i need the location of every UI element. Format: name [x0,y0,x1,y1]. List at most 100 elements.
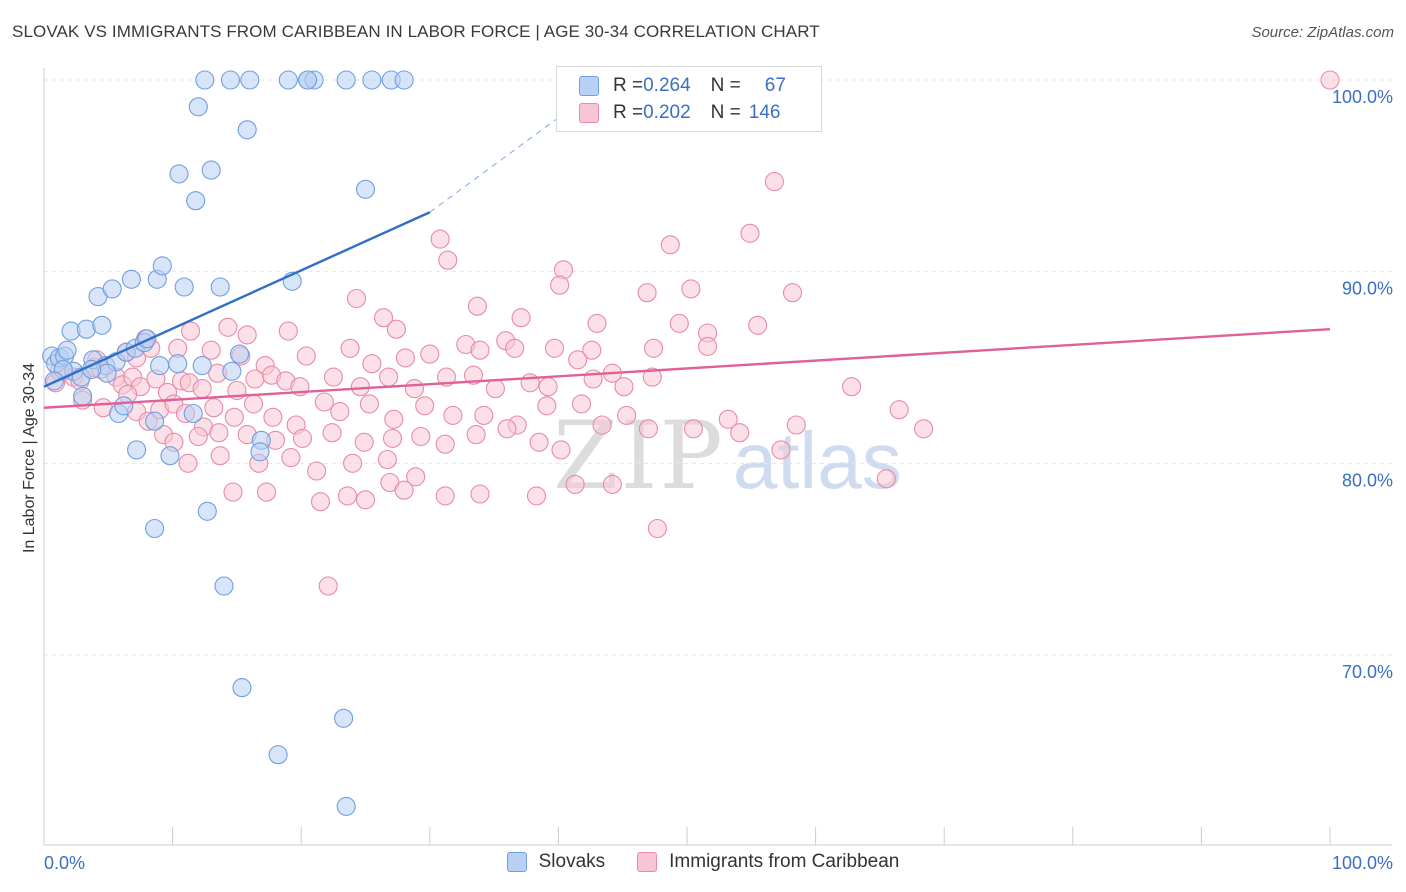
caribbean-point [782,283,803,303]
caribbean-point [406,467,426,487]
caribbean-point [470,340,490,360]
caribbean-point [463,365,484,385]
x-tick-label-0: 0.0% [44,853,85,873]
caribbean-point [571,394,592,414]
caribbean-point [436,367,457,387]
legend-label-caribbean: Immigrants from Caribbean [669,851,900,872]
caribbean-point [748,315,768,335]
caribbean-point [876,469,896,489]
n-value: 146 [748,102,781,123]
caribbean-point [322,423,342,443]
slovak-point [152,256,172,276]
legend-item-caribbean[interactable]: Immigrants from Caribbean [637,851,899,873]
caribbean-point [1320,70,1340,90]
caribbean-point [771,440,791,460]
stats-row-slovaks: R = 0.264 N = 67 [579,73,786,99]
caribbean-point [245,369,265,389]
slovak-point [121,269,141,289]
caribbean-point [263,407,283,427]
slovak-trend-line [43,211,431,388]
slovak-point [362,70,382,90]
caribbean-point [647,518,667,539]
caribbean-point [644,338,664,358]
caribbean-point [529,432,549,452]
caribbean-point [550,275,570,295]
caribbean-point [209,423,229,443]
caribbean-point [587,313,607,333]
slovak-point [394,70,414,90]
swatch-slovaks [579,76,599,96]
caribbean-point [544,338,565,358]
chart-title: SLOVAK VS IMMIGRANTS FROM CARIBBEAN IN L… [12,22,820,41]
caribbean-point [485,379,505,399]
caribbean-point [467,296,487,316]
y-axis-label: In Labor Force | Age 30-34 [21,362,38,554]
legend-swatch-caribbean [637,852,658,872]
caribbean-point [318,576,338,596]
slovak-point [336,796,356,816]
caribbean-point [281,448,301,468]
slovak-point [240,70,260,90]
caribbean-point [359,394,379,414]
r-label: R = [613,102,644,123]
slovak-point [145,518,165,539]
slovak-point [336,70,356,90]
caribbean-point [474,405,494,425]
slovak-point [278,70,298,90]
y-tick-label-70: 70.0% [1342,662,1393,682]
caribbean-point [210,446,230,466]
r-label: R = [613,75,644,96]
caribbean-point [223,482,243,502]
legend-item-slovaks[interactable]: Slovaks [506,851,606,873]
caribbean-point [592,415,612,435]
slovak-point [188,97,208,117]
slovak-point [169,164,189,184]
caribbean-point [337,486,358,506]
caribbean-point [343,453,363,473]
slovak-point [232,678,252,698]
caribbean-point [497,419,517,439]
caribbean-point [377,449,397,470]
caribbean-point [330,402,350,422]
slovak-point [102,279,122,299]
caribbean-point [296,346,316,366]
legend-swatch-slovaks [506,852,527,872]
caribbean-point [224,407,244,427]
series-legend: Slovaks Immigrants from Caribbean [0,851,1406,873]
caribbean-point [889,400,909,420]
caribbean-point [443,405,463,425]
slovak-point [334,708,354,728]
slovak-point [186,191,206,211]
slovak-point [174,277,194,297]
slovak-point [268,745,288,765]
caribbean-point [614,377,634,397]
slovak-point [220,70,241,90]
slovak-point [229,344,250,364]
caribbean-point [718,409,738,429]
slovak-point [195,70,215,90]
caribbean-point [565,474,585,494]
y-tick-label-100: 100.0% [1332,87,1393,107]
caribbean-point [435,486,455,506]
caribbean-point [538,377,558,397]
caribbean-point [411,426,431,447]
caribbean-point [394,480,414,500]
caribbean-point [438,250,458,270]
caribbean-point [511,308,531,328]
caribbean-point [642,367,662,387]
caribbean-point [323,367,343,387]
caribbean-point [470,484,490,504]
caribbean-point [786,415,806,435]
slovak-point [92,315,112,335]
watermark-atlas: atlas [732,416,902,505]
caribbean-point [660,235,680,255]
caribbean-point [350,377,370,397]
caribbean-point [362,354,382,374]
caribbean-point [382,428,403,448]
slovak-point [298,70,318,90]
source-credit: Source: ZipAtlas.com [1251,24,1394,41]
caribbean-point [310,492,331,512]
legend-label-slovaks: Slovaks [538,851,606,872]
y-tick-label-80: 80.0% [1342,470,1393,490]
caribbean-point [354,432,374,452]
